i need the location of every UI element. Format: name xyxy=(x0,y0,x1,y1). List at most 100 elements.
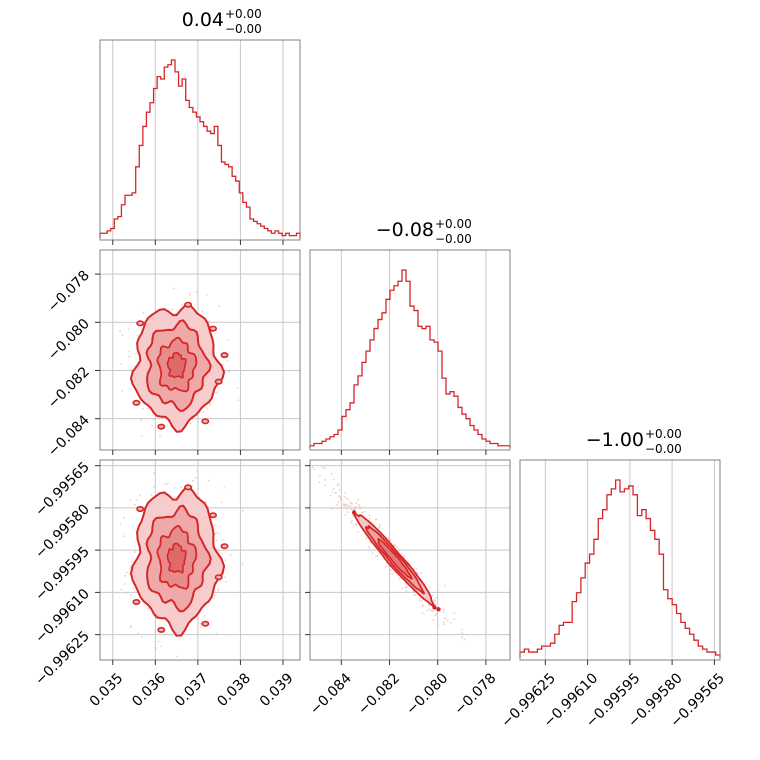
scatter-point xyxy=(128,355,131,358)
scatter-point xyxy=(446,619,449,622)
scatter-point xyxy=(350,502,352,505)
scatter-point xyxy=(119,522,122,525)
scatter-point xyxy=(139,494,142,497)
panel-scatter-param-2-vs-param-3: −0.084 −0.082 −0.080 −0.078 xyxy=(305,459,511,718)
scatter-point xyxy=(332,488,335,491)
scatter-point xyxy=(224,559,227,561)
scatter-point xyxy=(121,390,123,392)
scatter-point xyxy=(120,588,123,591)
scatter-point xyxy=(393,544,396,546)
scatter-point xyxy=(378,527,381,529)
scatter-point xyxy=(218,532,221,535)
title-lower-error: −0.00 xyxy=(225,22,262,36)
scatter-point xyxy=(344,491,347,494)
scatter-point xyxy=(349,501,352,503)
panel-title-param-1: 0.04 +0.00 −0.00 xyxy=(182,7,262,36)
scatter-point xyxy=(217,588,219,590)
scatter-point xyxy=(321,466,324,469)
scatter-point xyxy=(338,489,341,491)
scatter-point xyxy=(181,303,183,306)
scatter-point xyxy=(220,501,223,504)
contour-island xyxy=(201,620,210,627)
scatter-point xyxy=(388,537,390,540)
scatter-point xyxy=(167,482,169,485)
x-tick-label: 0.036 xyxy=(129,670,169,710)
scatter-point xyxy=(313,468,316,471)
scatter-point xyxy=(218,305,221,308)
contour-island xyxy=(214,378,223,385)
scatter-point xyxy=(133,365,136,368)
scatter-point xyxy=(129,626,132,629)
scatter-point xyxy=(122,517,125,520)
title-value: −0.08 xyxy=(376,219,434,241)
scatter-point xyxy=(241,510,244,512)
scatter-point xyxy=(205,293,208,296)
panel-scatter-param-1-vs-param-2: −0.084−0.082−0.080−0.078 xyxy=(45,249,301,460)
scatter-point xyxy=(125,571,128,574)
title-lower-error: −0.00 xyxy=(435,232,472,246)
scatter-point xyxy=(350,508,352,511)
scatter-point xyxy=(339,497,342,500)
panel-scatter-param-1-vs-param-3: 0.035 0.036 0.037 0.038 0.039−0.99625−0.9961… xyxy=(32,459,301,710)
scatter-point xyxy=(336,503,339,506)
scatter-point xyxy=(159,435,161,438)
scatter-point xyxy=(343,503,345,505)
x-tick-label: −0.078 xyxy=(452,670,500,718)
scatter-point xyxy=(437,623,439,626)
scatter-point xyxy=(428,608,431,611)
panel-frame xyxy=(99,249,301,451)
scatter-point xyxy=(406,586,409,588)
scatter-point xyxy=(357,531,359,533)
x-tick-label: −0.082 xyxy=(355,670,403,718)
scatter-point xyxy=(237,399,240,402)
scatter-point xyxy=(319,474,321,477)
scatter-point xyxy=(346,508,349,510)
title-upper-error: +0.00 xyxy=(435,217,472,231)
scatter-point xyxy=(136,632,139,635)
scatter-point xyxy=(378,525,381,528)
scatter-point xyxy=(389,572,392,575)
scatter-point xyxy=(443,623,445,626)
scatter-point xyxy=(430,610,433,612)
scatter-point xyxy=(434,614,437,617)
contour-island xyxy=(432,605,437,610)
scatter-point xyxy=(196,470,199,473)
scatter-point xyxy=(376,554,379,557)
scatter-point xyxy=(389,539,392,541)
scatter-point xyxy=(461,632,464,635)
contour-island xyxy=(201,418,210,425)
scatter-point xyxy=(426,609,429,612)
scatter-point xyxy=(368,514,371,517)
contour-island xyxy=(214,574,223,581)
y-tick-label: −0.080 xyxy=(45,316,93,364)
scatter-point xyxy=(367,545,370,548)
scatter-point xyxy=(415,568,418,570)
scatter-point xyxy=(146,407,149,410)
scatter-point xyxy=(391,573,394,575)
scatter-point xyxy=(215,392,217,395)
scatter-point xyxy=(365,537,367,540)
scatter-point xyxy=(130,594,133,596)
scatter-point xyxy=(215,632,218,635)
scatter-point xyxy=(435,612,438,615)
scatter-point xyxy=(225,580,228,583)
scatter-point xyxy=(453,618,456,621)
scatter-point xyxy=(135,499,138,502)
scatter-point xyxy=(147,607,150,610)
title-value: 0.04 xyxy=(182,9,224,31)
scatter-point xyxy=(401,587,404,590)
scatter-point xyxy=(360,511,363,514)
scatter-point xyxy=(435,596,438,599)
contour-core xyxy=(166,351,187,379)
scatter-point xyxy=(345,497,348,499)
scatter-point xyxy=(160,645,163,648)
scatter-point xyxy=(195,291,198,293)
scatter-point xyxy=(203,615,206,617)
scatter-point xyxy=(205,501,208,504)
scatter-point xyxy=(397,577,400,580)
scatter-point xyxy=(207,479,210,482)
scatter-point xyxy=(323,467,326,470)
histogram-line xyxy=(99,59,301,238)
histogram-line xyxy=(519,479,721,658)
scatter-point xyxy=(318,481,321,484)
